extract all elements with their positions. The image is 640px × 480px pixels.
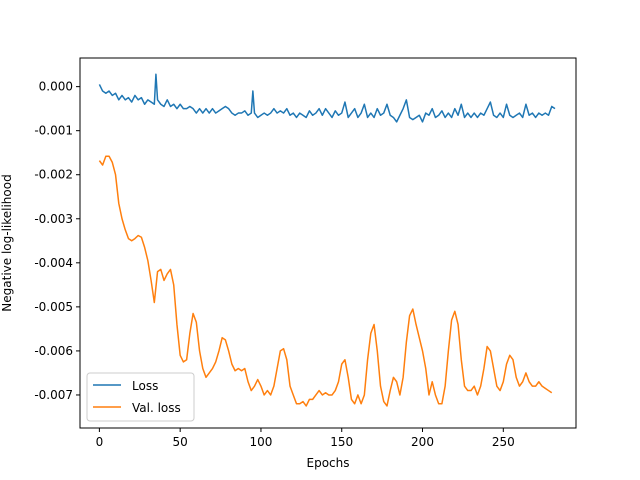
axes-frame — [79, 57, 577, 429]
y-tick-label: -0.005 — [34, 300, 73, 314]
y-tick-label: -0.004 — [34, 256, 73, 270]
y-tick-label: 0.000 — [39, 80, 73, 94]
x-tick-label: 100 — [249, 435, 272, 449]
x-tick-label: 50 — [173, 435, 188, 449]
x-tick-label: 150 — [330, 435, 353, 449]
legend-label-val-loss: Val. loss — [132, 401, 181, 415]
series-line-loss — [98, 73, 556, 123]
x-axis: 0 50 100 150 200 250 — [96, 428, 515, 449]
y-tick-label: -0.002 — [34, 168, 73, 182]
y-axis-label: Negative log-likelihood — [0, 174, 14, 311]
y-tick-label: -0.006 — [34, 344, 73, 358]
x-tick-label: 0 — [96, 435, 104, 449]
legend-label-loss: Loss — [132, 379, 158, 393]
series-layer — [98, 73, 556, 407]
y-tick-label: -0.003 — [34, 212, 73, 226]
x-axis-label: Epochs — [307, 456, 350, 470]
y-tick-label: -0.007 — [34, 388, 73, 402]
y-axis: 0.000 -0.001 -0.002 -0.003 -0.004 -0.005 -0.00… — [34, 80, 80, 402]
series-line-val-loss — [98, 155, 553, 407]
x-tick-label: 250 — [492, 435, 515, 449]
x-tick-label: 200 — [411, 435, 434, 449]
y-tick-label: -0.001 — [34, 124, 73, 138]
legend: Loss Val. loss — [86, 372, 195, 422]
